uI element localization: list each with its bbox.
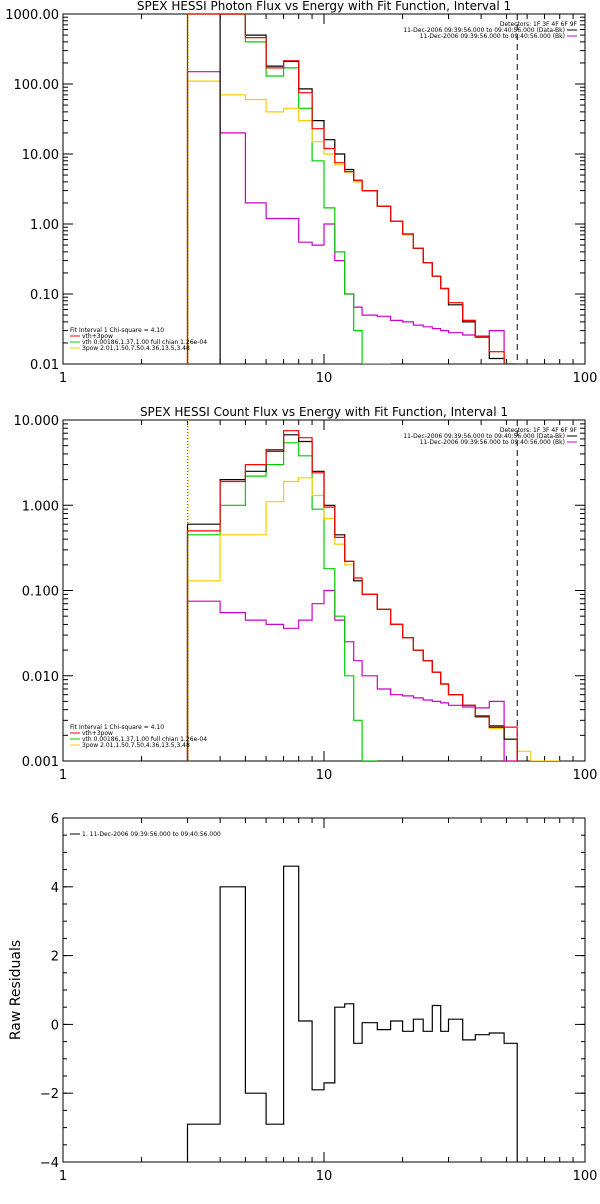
count-flux-panel: SPEX HESSI Count Flux vs Energy with Fit… (14, 405, 598, 783)
photon-flux-panel: SPEX HESSI Photon Flux vs Energy with Fi… (5, 0, 597, 386)
legend-item: 1. 11-Dec-2006 09:39:56.000 to 09:40:56.… (82, 831, 221, 838)
y-tick-label: 10.00 (22, 148, 59, 163)
plot-frame (62, 817, 586, 1163)
legend-item: 3pow 2.01,1.50,7.50,4.36,13.5,3.48 (82, 345, 190, 352)
chart-title: SPEX HESSI Photon Flux vs Energy with Fi… (137, 0, 511, 13)
y-tick-label: −4 (40, 1156, 59, 1171)
legend-header: Fit Interval 1 Chi-square = 4.10 (70, 327, 164, 334)
series-line (219, 14, 518, 364)
plot-area (186, 865, 518, 1162)
y-tick-label: 0 (51, 1018, 59, 1033)
y-tick-label: 1.00 (30, 218, 59, 233)
y-tick-label: 2 (51, 950, 59, 965)
x-tick-label: 1 (59, 768, 67, 783)
legend-item: vth+3pow (82, 730, 113, 737)
x-tick-label: 10 (316, 768, 333, 783)
legend-item: 11-Dec-2006 09:39:56.000 to 09:40:56.000… (403, 27, 565, 34)
x-tick-label: 10 (316, 371, 333, 386)
x-tick-label: 10 (316, 1169, 333, 1184)
y-tick-label: 0.01 (30, 358, 59, 373)
legend-header: Fit Interval 1 Chi-square = 4.10 (70, 724, 164, 731)
y-tick-label: 1.000 (22, 499, 59, 514)
series-line (186, 442, 378, 761)
legend-item: vth 0.00186,1.37,1.00 full chian 1.26e-0… (82, 736, 207, 743)
y-tick-label: 1000.00 (5, 8, 59, 23)
legend-item: 11-Dec-2006 09:39:56.000 to 09:40:56.000… (420, 439, 565, 446)
series-line (186, 430, 518, 761)
y-tick-label: −2 (40, 1087, 59, 1102)
y-axis-label: Raw Residuals (8, 940, 24, 1040)
residuals-panel: Raw Residuals 1 10 100 −4 −2 0 2 4 6 1. 11-Dec-200… (8, 812, 597, 1184)
y-tick-label: 0.010 (22, 670, 59, 685)
legend-detectors: Detectors: 1F 3F 4F 6F 9F (500, 21, 578, 28)
y-tick-label: 4 (51, 881, 59, 896)
x-tick-label: 100 (573, 371, 598, 386)
y-tick-label: 0.001 (22, 755, 59, 770)
y-tick-label: 0.100 (22, 585, 59, 600)
series-line (186, 434, 518, 761)
plot-area (186, 420, 560, 761)
series-line (186, 14, 391, 364)
y-tick-label: 0.10 (30, 288, 59, 303)
series-line (186, 71, 518, 364)
y-tick-label: 10.000 (14, 414, 60, 429)
legend-item: 11-Dec-2006 09:39:56.000 to 09:40:56.000… (403, 433, 565, 440)
y-tick-label: 100.00 (14, 78, 60, 93)
series-line (186, 865, 518, 1162)
plot-area (186, 14, 518, 364)
legend-item: vth 0.00186,1.37,1.00 full chian 1.26e-0… (82, 339, 207, 346)
x-tick-label: 1 (59, 371, 67, 386)
x-tick-label: 1 (59, 1169, 67, 1184)
legend-detectors: Detectors: 1F 3F 4F 6F 9F (500, 427, 578, 434)
legend-item: 11-Dec-2006 09:39:56.000 to 09:40:56.000… (420, 33, 565, 40)
y-tick-label: 6 (51, 812, 59, 827)
chart-title: SPEX HESSI Count Flux vs Energy with Fit… (140, 405, 508, 419)
x-tick-label: 100 (573, 1169, 598, 1184)
series-line (186, 14, 518, 364)
x-tick-label: 100 (573, 768, 598, 783)
legend-item: 3pow 2.01,1.50,7.50,4.36,13.5,3.48 (82, 742, 190, 749)
legend-item: vth+3pow (82, 333, 113, 340)
